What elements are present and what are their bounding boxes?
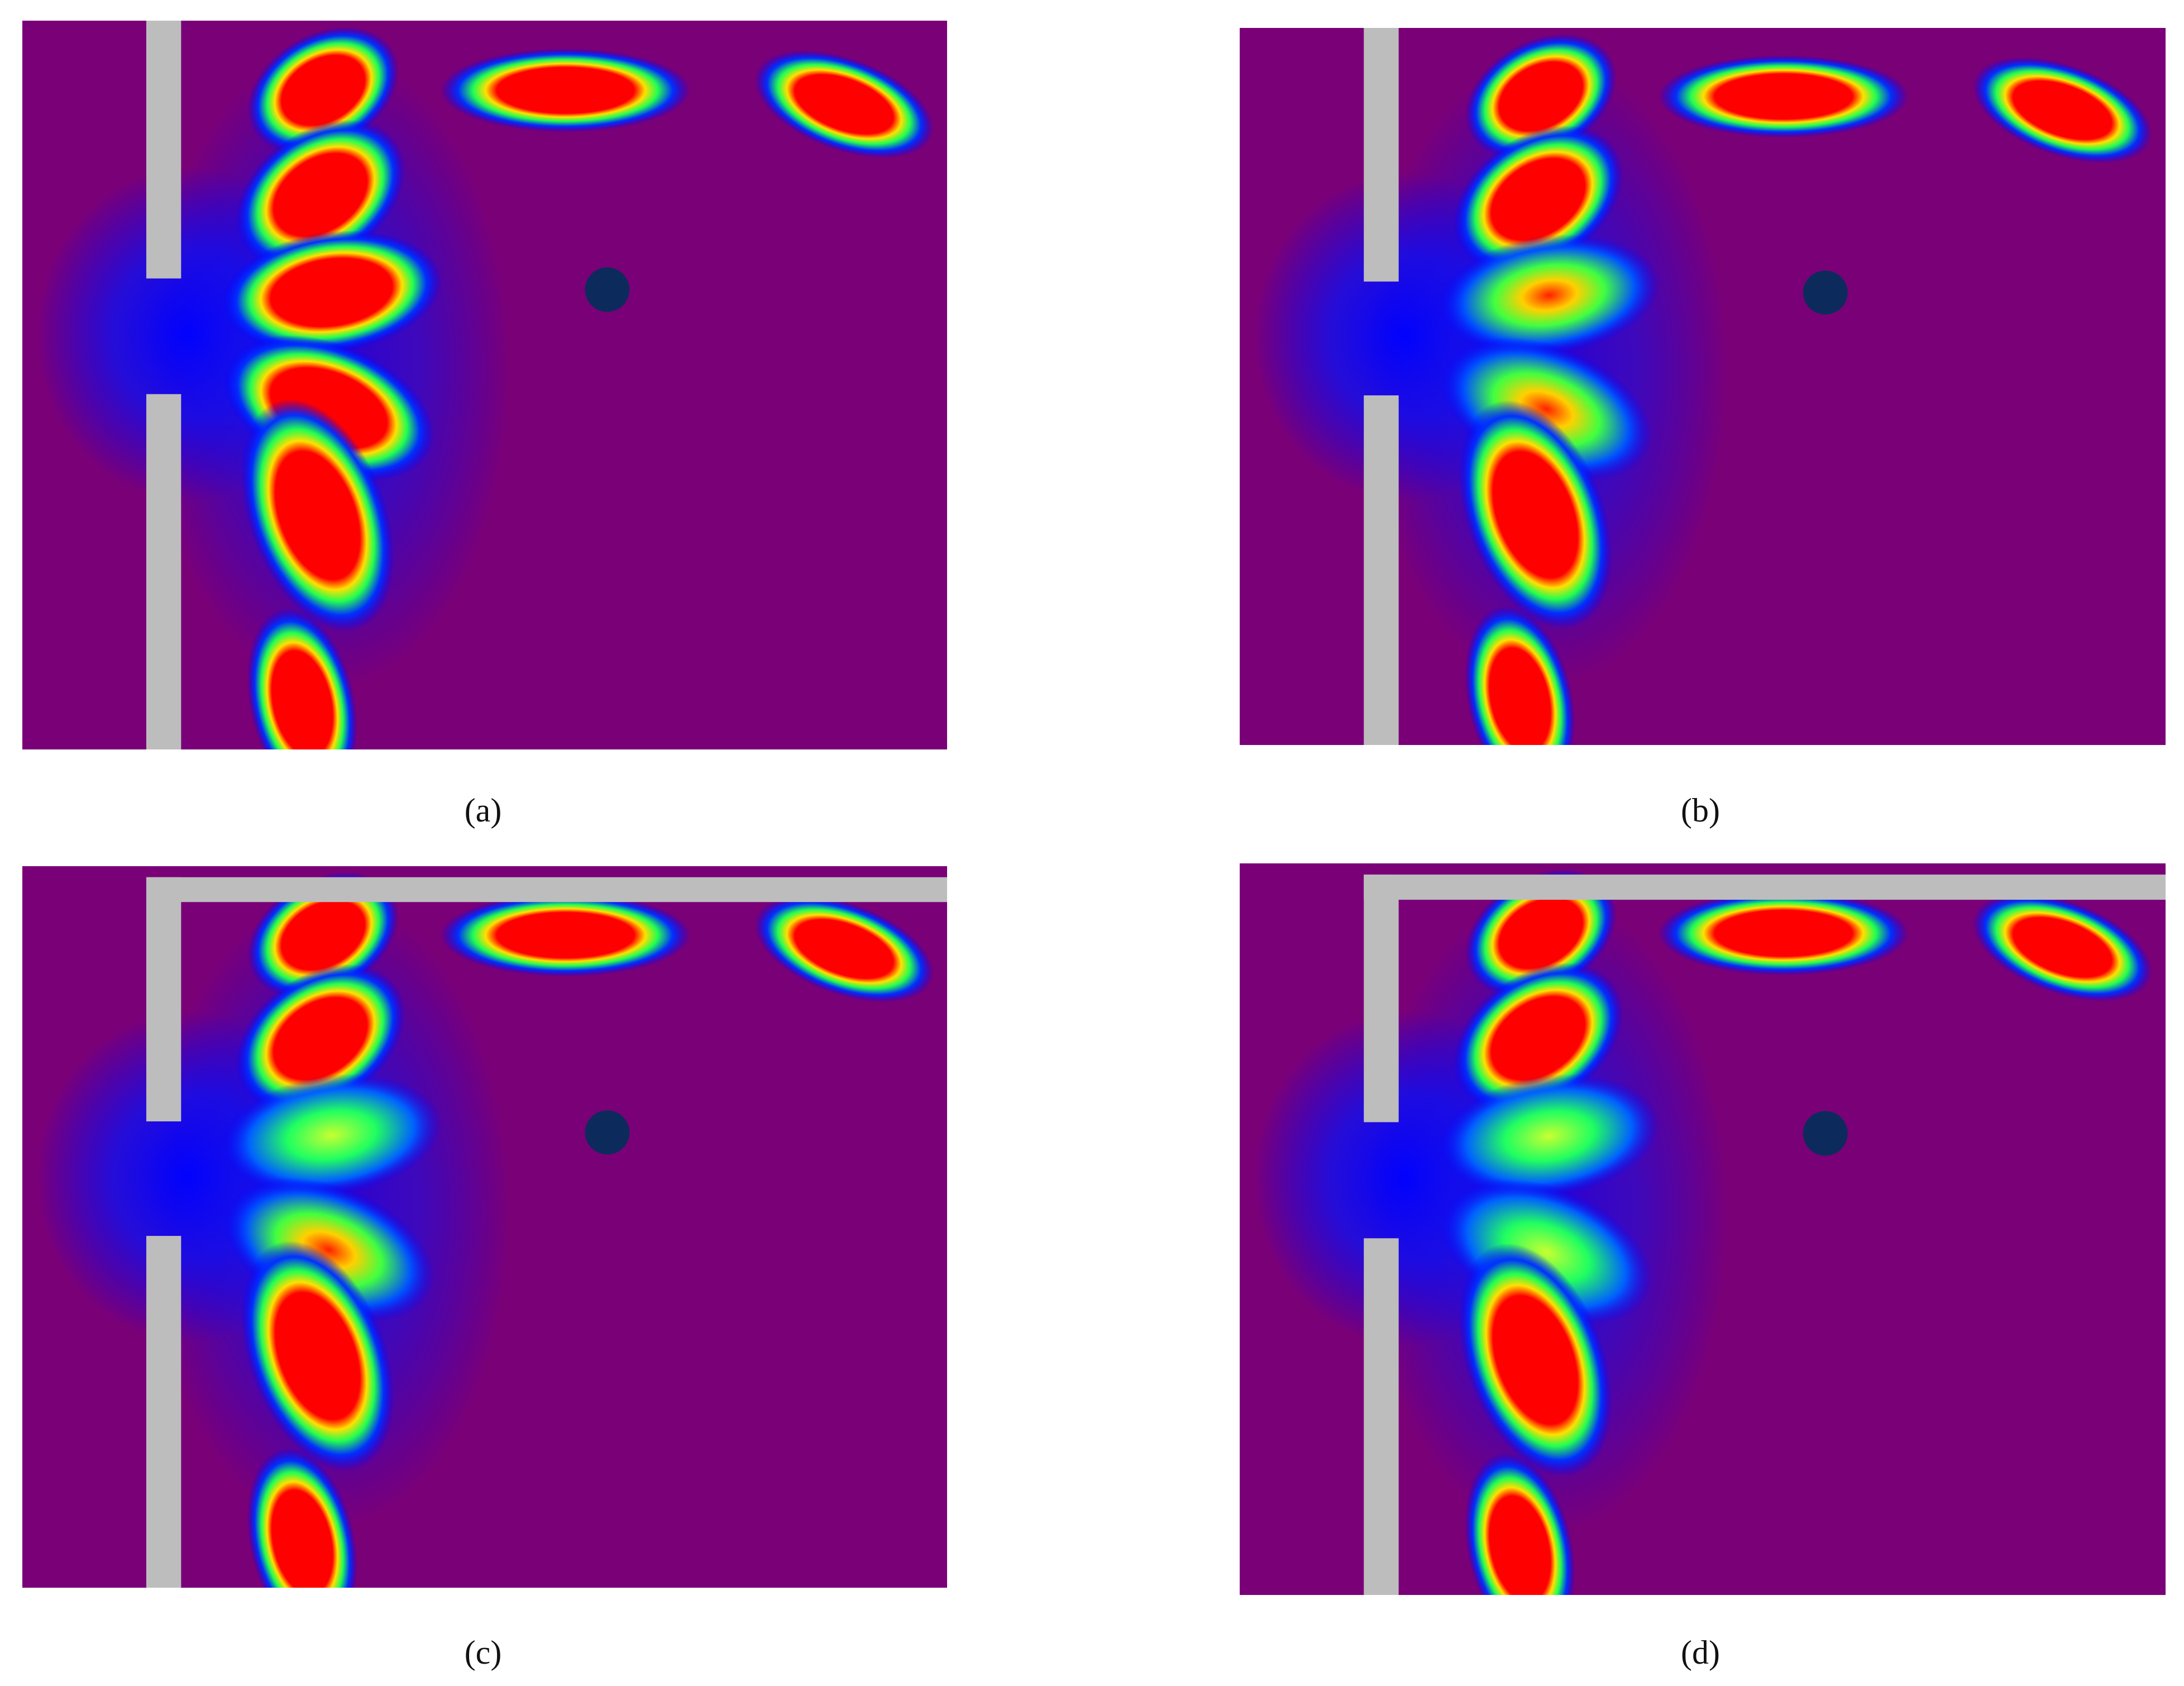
receiver-dot <box>1803 1111 1848 1156</box>
hotspot <box>1973 893 2152 1001</box>
wall <box>146 1236 181 1588</box>
panel-label: (b) <box>1681 792 1720 829</box>
hotspot <box>241 399 395 632</box>
receiver-dot <box>585 1110 630 1155</box>
hotspot <box>1659 891 1909 976</box>
receiver-dot <box>585 267 630 312</box>
wall <box>146 21 181 279</box>
heatmap-panel <box>1240 863 2166 1595</box>
heatmap-panel <box>22 866 947 1588</box>
heatmap-panel <box>22 21 947 749</box>
hotspot <box>247 1448 358 1588</box>
hotspot <box>441 48 691 132</box>
hotspot <box>1458 400 1612 629</box>
hotspot <box>754 50 934 159</box>
wall <box>1364 395 1399 745</box>
panel-label: (c) <box>464 1634 502 1671</box>
heatmap-panel <box>1240 28 2166 745</box>
hotspot <box>221 230 442 355</box>
hotspot <box>1659 55 1909 138</box>
hotspot <box>221 1073 442 1197</box>
hotspot <box>1973 57 2152 164</box>
hotspot <box>1458 1243 1612 1477</box>
hotspot <box>241 1240 395 1472</box>
panel-label: (a) <box>464 792 502 829</box>
wall <box>1364 1238 1399 1595</box>
hotspot <box>1464 605 1575 745</box>
hotspot <box>441 894 691 977</box>
hotspot <box>1439 234 1660 356</box>
hotspot <box>1439 1074 1660 1198</box>
hotspot <box>1464 1453 1575 1595</box>
receiver-dot <box>1803 270 1848 315</box>
wall <box>1364 875 1399 1123</box>
hotspot <box>247 608 358 749</box>
hotspot <box>754 895 934 1002</box>
wall <box>1364 875 2166 900</box>
wall <box>146 877 947 902</box>
wall <box>146 877 181 1122</box>
panel-label: (d) <box>1681 1634 1720 1671</box>
wall <box>146 394 181 749</box>
wall <box>1364 28 1399 282</box>
